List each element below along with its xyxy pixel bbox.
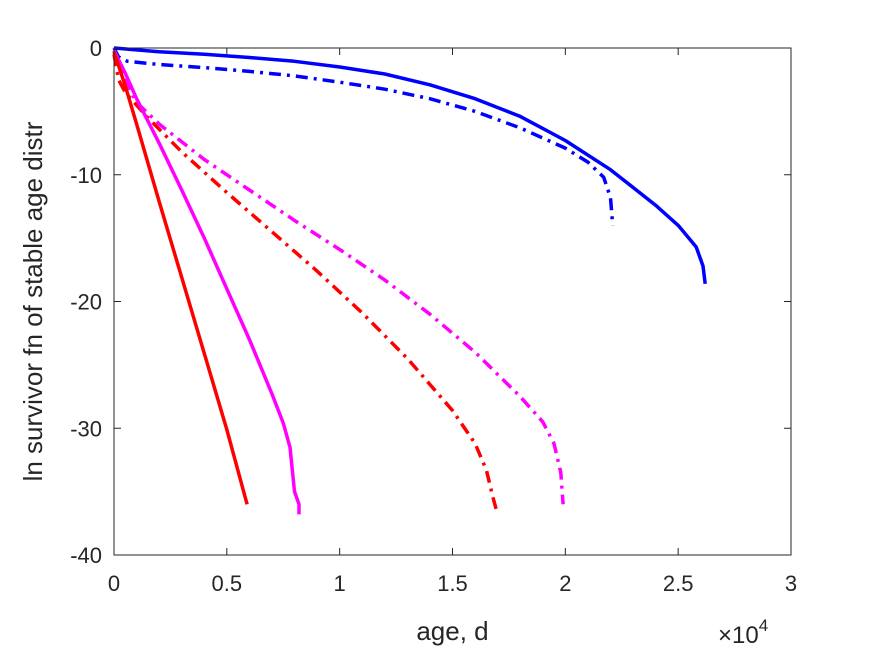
y-tick-label: -20 — [70, 290, 102, 315]
x-axis-label: age, d — [416, 616, 488, 646]
x-tick-label: 0.5 — [212, 571, 243, 596]
x-tick-label: 2.5 — [663, 571, 694, 596]
x-tick-label: 3 — [785, 571, 797, 596]
x-exponent-power: 4 — [759, 616, 768, 635]
x-ticks: 0 0.5 1 1.5 2 2.5 3 — [108, 48, 797, 596]
plot-area — [114, 48, 791, 555]
x-tick-label: 1 — [334, 571, 346, 596]
y-tick-label: 0 — [90, 36, 102, 61]
x-tick-label: 1.5 — [437, 571, 468, 596]
series-line-1 — [113, 46, 707, 285]
y-tick-label: -30 — [70, 416, 102, 441]
y-ticks: 0 -10 -20 -30 -40 — [70, 36, 791, 568]
series-line-4 — [112, 53, 500, 515]
x-tick-label: 2 — [559, 571, 571, 596]
y-tick-label: -40 — [70, 543, 102, 568]
series-line-3 — [112, 53, 565, 505]
y-tick-label: -10 — [70, 163, 102, 188]
x-axis-exponent: ×104 — [718, 616, 768, 649]
x-exponent-base: ×10 — [718, 622, 759, 649]
y-axis-label: ln survivor fn of stable age distr — [18, 121, 48, 481]
series-line-6 — [112, 51, 249, 505]
series-layer — [112, 46, 707, 515]
series-line-2 — [112, 47, 615, 226]
x-tick-label: 0 — [108, 571, 120, 596]
series-line-5 — [112, 49, 301, 515]
